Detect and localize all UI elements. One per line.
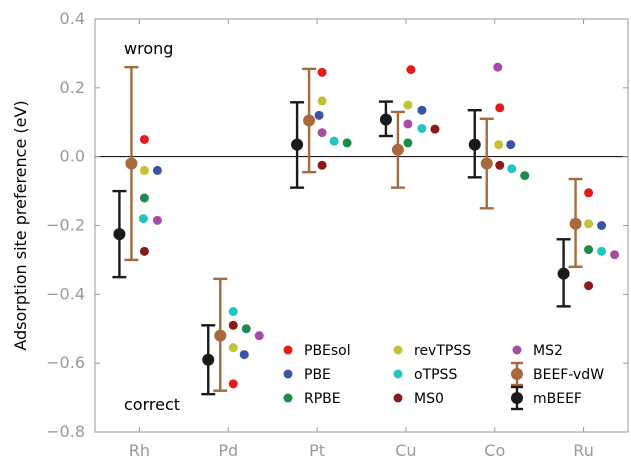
point-pbesol-pd <box>228 379 238 389</box>
point-ms0-ru <box>584 281 594 291</box>
legend-label-otpss: oTPSS <box>414 367 457 383</box>
legend-marker-beef-vdw <box>511 368 523 380</box>
point-rpbe-pt <box>342 138 352 148</box>
point-rpbe-rh <box>139 193 149 203</box>
y-tick-label: −0.6 <box>46 353 85 372</box>
legend: PBEsol revTPSS MS2 PBE oTPSS BEEF-vdW RPBE MS0 m… <box>283 343 604 411</box>
legend-marker-ms0 <box>393 393 403 403</box>
x-tick-label-pd: Pd <box>218 441 238 457</box>
legend-marker-rpbe <box>283 393 293 403</box>
point-ms0-pt <box>317 160 327 170</box>
point-rpbe-cu <box>403 138 413 148</box>
point-rpbe-co <box>520 171 530 181</box>
y-tick-label: 0.2 <box>60 78 85 97</box>
point-ms2-rh <box>152 215 162 225</box>
point-mbeef-pt <box>291 138 304 151</box>
point-ms2-cu <box>403 119 413 129</box>
point-beef-vdw-cu <box>391 143 404 156</box>
x-tick-label-pt: Pt <box>309 441 325 457</box>
point-revtpss-cu <box>403 100 413 110</box>
point-pbe-ru <box>597 221 607 230</box>
legend-label-pbesol: PBEsol <box>304 343 351 359</box>
point-pbesol-cu <box>406 65 416 75</box>
point-mbeef-pd <box>202 353 215 366</box>
point-beef-vdw-ru <box>569 217 582 230</box>
point-pbesol-co <box>495 103 505 113</box>
point-pbe-rh <box>152 165 162 175</box>
point-revtpss-co <box>494 140 504 150</box>
point-revtpss-pd <box>228 343 238 353</box>
point-revtpss-ru <box>584 219 594 229</box>
legend-label-ms0: MS0 <box>414 391 444 407</box>
point-otpss-ru <box>597 246 607 256</box>
point-rpbe-pd <box>241 324 251 334</box>
legend-label-revtpss: revTPSS <box>414 343 471 359</box>
plot-marks <box>112 62 620 396</box>
point-pbesol-rh <box>139 134 149 144</box>
legend-marker-mbeef <box>511 392 523 404</box>
annotation-correct: correct <box>124 395 180 414</box>
point-beef-vdw-pt <box>303 114 316 127</box>
point-pbesol-ru <box>584 188 594 198</box>
point-revtpss-pt <box>317 96 327 106</box>
x-tick-label-co: Co <box>484 441 505 457</box>
point-rpbe-ru <box>584 245 594 255</box>
point-ms2-co <box>493 62 503 72</box>
legend-marker-pbe <box>283 369 293 379</box>
legend-label-ms2: MS2 <box>533 343 563 359</box>
point-otpss-rh <box>138 214 148 224</box>
y-tick-label: 0.4 <box>60 9 85 28</box>
point-mbeef-co <box>468 138 481 151</box>
y-tick-label: −0.8 <box>46 422 85 441</box>
point-ms0-pd <box>228 320 238 330</box>
point-beef-vdw-co <box>480 157 493 170</box>
point-beef-vdw-pd <box>214 329 227 342</box>
point-mbeef-ru <box>557 267 570 280</box>
y-tick-label: −0.4 <box>46 284 85 303</box>
point-otpss-cu <box>417 123 427 133</box>
legend-marker-revtpss <box>393 345 403 355</box>
point-mbeef-rh <box>113 228 126 241</box>
point-pbe-pd <box>239 350 249 360</box>
point-otpss-co <box>507 164 517 174</box>
point-pbe-cu <box>417 105 427 115</box>
legend-label-pbe: PBE <box>304 367 331 383</box>
point-ms0-cu <box>430 124 440 134</box>
legend-marker-ms2 <box>512 345 522 355</box>
point-beef-vdw-rh <box>125 157 138 170</box>
point-ms0-co <box>495 160 505 170</box>
legend-label-beef-vdw: BEEF-vdW <box>533 367 604 383</box>
point-pbe-pt <box>314 110 324 120</box>
point-otpss-pt <box>329 136 339 146</box>
x-tick-label-cu: Cu <box>395 441 416 457</box>
annotation-wrong: wrong <box>124 39 173 58</box>
point-pbe-co <box>506 140 516 150</box>
y-axis-label: Adsorption site preference (eV) <box>11 100 30 350</box>
legend-label-rpbe: RPBE <box>304 391 341 407</box>
point-otpss-pd <box>228 307 238 317</box>
point-ms2-ru <box>610 250 620 260</box>
point-ms2-pt <box>317 128 327 138</box>
plot-axes: 0.4 0.2 0.0 −0.2 −0.4 −0.6 −0.8 Rh Pd Pt Cu Co Ru <box>46 9 629 457</box>
point-revtpss-rh <box>139 165 149 175</box>
y-tick-label: −0.2 <box>46 216 85 235</box>
x-tick-label-rh: Rh <box>129 441 150 457</box>
point-pbesol-pt <box>317 67 327 77</box>
legend-marker-pbesol <box>283 345 293 355</box>
legend-label-mbeef: mBEEF <box>533 391 582 407</box>
legend-marker-otpss <box>393 369 403 379</box>
point-ms2-pd <box>254 331 264 341</box>
point-mbeef-cu <box>379 113 392 126</box>
y-tick-label: 0.0 <box>60 147 85 166</box>
point-ms0-rh <box>139 246 149 256</box>
x-tick-label-ru: Ru <box>573 441 594 457</box>
